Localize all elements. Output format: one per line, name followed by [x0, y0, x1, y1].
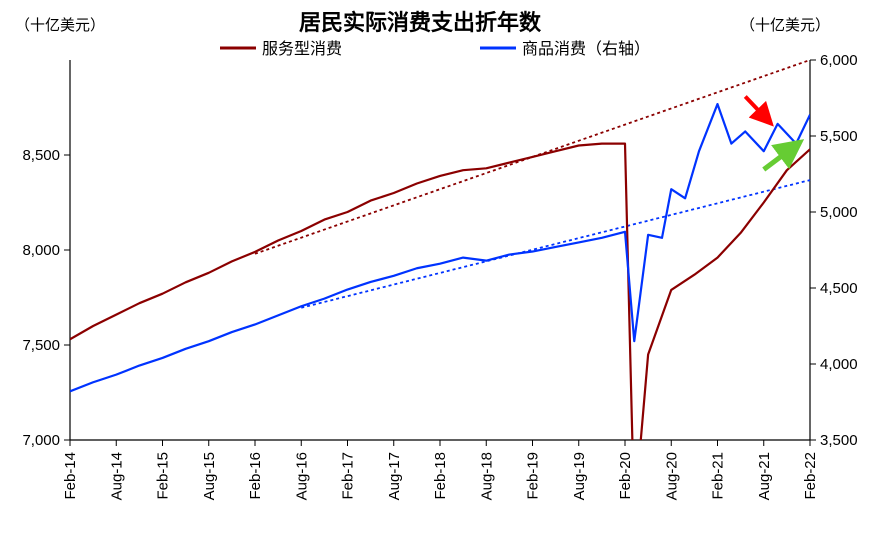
chart-svg: 居民实际消费支出折年数 （十亿美元） （十亿美元） 服务型消费 商品消费（右轴） 7,00… [0, 0, 870, 546]
x-tick-label: Aug-19 [571, 452, 588, 500]
x-tick-label: Feb-21 [710, 452, 727, 500]
right-axis-unit: （十亿美元） [740, 17, 830, 34]
legend-label: 商品消费（右轴） [522, 40, 650, 58]
x-tick-label: Feb-19 [525, 452, 542, 500]
left-axis-unit: （十亿美元） [15, 17, 105, 34]
y-right-tick-label: 3,500 [820, 432, 858, 449]
x-tick-label: Aug-15 [201, 452, 218, 500]
legend-label: 服务型消费 [262, 40, 342, 58]
y-left-tick-label: 8,000 [22, 242, 60, 259]
x-tick-label: Aug-21 [756, 452, 773, 500]
y-right-tick-label: 5,500 [820, 128, 858, 145]
x-tick-label: Aug-17 [386, 452, 403, 500]
chart-container: { "chart": { "type": "line", "title": "居… [0, 0, 870, 546]
y-left-tick-label: 7,500 [22, 337, 60, 354]
x-tick-label: Feb-17 [340, 452, 357, 500]
x-tick-label: Feb-15 [155, 452, 172, 500]
x-tick-label: Aug-16 [293, 452, 310, 500]
x-tick-label: Feb-14 [62, 452, 79, 500]
x-tick-label: Aug-14 [108, 452, 125, 500]
y-right-tick-label: 4,000 [820, 356, 858, 373]
y-right-tick-label: 4,500 [820, 280, 858, 297]
x-tick-label: Feb-16 [247, 452, 264, 500]
y-right-tick-label: 5,000 [820, 204, 858, 221]
x-tick-label: Aug-20 [663, 452, 680, 500]
y-left-tick-label: 7,000 [22, 432, 60, 449]
x-tick-label: Aug-18 [478, 452, 495, 500]
x-tick-label: Feb-22 [802, 452, 819, 500]
x-tick-label: Feb-20 [617, 452, 634, 500]
x-tick-label: Feb-18 [432, 452, 449, 500]
y-left-tick-label: 8,500 [22, 147, 60, 164]
y-right-tick-label: 6,000 [820, 52, 858, 69]
chart-title: 居民实际消费支出折年数 [299, 10, 542, 35]
